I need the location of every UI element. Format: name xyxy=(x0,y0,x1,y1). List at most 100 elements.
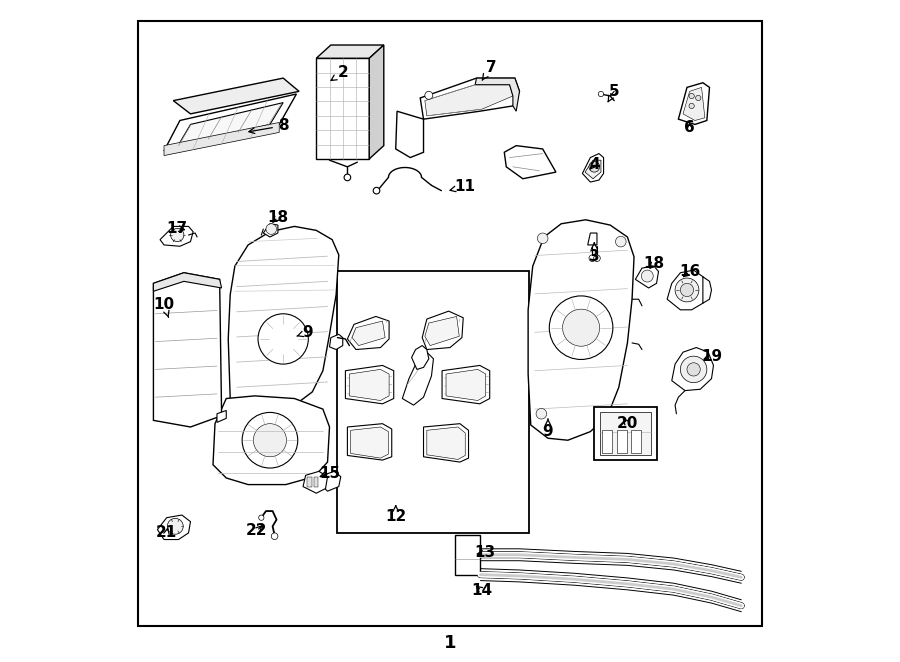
Polygon shape xyxy=(153,273,221,291)
Circle shape xyxy=(258,515,264,520)
Polygon shape xyxy=(424,424,469,462)
Bar xyxy=(616,430,626,453)
Polygon shape xyxy=(316,58,369,159)
Circle shape xyxy=(266,224,276,234)
Polygon shape xyxy=(316,45,383,58)
Text: 13: 13 xyxy=(474,545,495,560)
Polygon shape xyxy=(475,78,519,111)
Circle shape xyxy=(689,93,694,99)
Polygon shape xyxy=(351,427,389,458)
Polygon shape xyxy=(160,226,194,246)
Circle shape xyxy=(258,314,309,364)
Polygon shape xyxy=(229,226,338,409)
Circle shape xyxy=(594,255,600,261)
Polygon shape xyxy=(369,45,383,159)
Polygon shape xyxy=(164,122,279,156)
Text: 10: 10 xyxy=(154,297,175,318)
Bar xyxy=(338,271,529,533)
Polygon shape xyxy=(329,334,343,350)
Circle shape xyxy=(680,283,694,297)
Polygon shape xyxy=(635,266,659,288)
Polygon shape xyxy=(396,111,424,158)
Polygon shape xyxy=(679,83,709,124)
Polygon shape xyxy=(683,87,705,120)
Polygon shape xyxy=(352,321,385,346)
Bar xyxy=(594,407,657,460)
Circle shape xyxy=(598,91,604,97)
Bar xyxy=(632,430,642,453)
Circle shape xyxy=(675,278,699,302)
Circle shape xyxy=(536,408,546,419)
Circle shape xyxy=(171,228,184,242)
Polygon shape xyxy=(585,160,601,179)
Polygon shape xyxy=(667,270,706,310)
Circle shape xyxy=(589,255,596,261)
Circle shape xyxy=(589,162,599,172)
Polygon shape xyxy=(411,346,428,369)
Text: 5: 5 xyxy=(608,84,619,102)
Circle shape xyxy=(689,103,694,109)
Polygon shape xyxy=(153,273,221,427)
Text: 20: 20 xyxy=(616,416,638,431)
Polygon shape xyxy=(217,410,226,422)
Circle shape xyxy=(425,91,433,99)
Circle shape xyxy=(242,412,298,468)
Circle shape xyxy=(537,233,548,244)
Polygon shape xyxy=(264,224,278,237)
Circle shape xyxy=(344,174,351,181)
Polygon shape xyxy=(158,515,191,540)
Text: 17: 17 xyxy=(166,221,188,236)
Circle shape xyxy=(549,296,613,359)
Text: 4: 4 xyxy=(589,157,599,171)
Polygon shape xyxy=(528,220,634,440)
Text: 8: 8 xyxy=(249,118,289,134)
Bar xyxy=(313,477,319,487)
Text: 1: 1 xyxy=(444,634,456,653)
Text: 19: 19 xyxy=(701,349,722,363)
Circle shape xyxy=(167,518,184,534)
Polygon shape xyxy=(446,369,486,401)
Polygon shape xyxy=(303,471,328,493)
Circle shape xyxy=(616,236,626,247)
Polygon shape xyxy=(346,365,393,404)
Polygon shape xyxy=(422,311,464,350)
Text: 3: 3 xyxy=(589,243,599,264)
Polygon shape xyxy=(425,316,459,346)
Bar xyxy=(455,535,481,575)
Polygon shape xyxy=(442,365,490,404)
Circle shape xyxy=(562,309,599,346)
Circle shape xyxy=(271,533,278,540)
Circle shape xyxy=(687,363,700,376)
Bar xyxy=(602,430,612,453)
Circle shape xyxy=(680,356,706,383)
Circle shape xyxy=(614,406,624,417)
Text: 11: 11 xyxy=(450,179,475,194)
Polygon shape xyxy=(174,78,299,114)
Polygon shape xyxy=(177,103,284,147)
Text: 9: 9 xyxy=(297,325,313,340)
Text: 16: 16 xyxy=(679,264,700,279)
Circle shape xyxy=(642,270,653,282)
Polygon shape xyxy=(582,154,604,182)
Text: 18: 18 xyxy=(644,256,664,271)
Bar xyxy=(307,477,311,487)
Circle shape xyxy=(374,187,380,194)
Circle shape xyxy=(696,95,701,101)
Text: 7: 7 xyxy=(482,60,497,80)
Text: 6: 6 xyxy=(684,120,695,134)
Text: 14: 14 xyxy=(472,583,492,598)
Polygon shape xyxy=(588,233,597,245)
Circle shape xyxy=(254,424,286,457)
Text: 21: 21 xyxy=(156,526,177,540)
Bar xyxy=(599,412,652,455)
Text: 2: 2 xyxy=(331,66,348,81)
Polygon shape xyxy=(420,78,519,119)
Polygon shape xyxy=(164,94,296,151)
Text: 9: 9 xyxy=(543,418,553,439)
Polygon shape xyxy=(425,85,513,116)
Polygon shape xyxy=(347,316,389,350)
Polygon shape xyxy=(347,424,392,460)
Text: 15: 15 xyxy=(319,466,340,481)
Polygon shape xyxy=(349,369,389,401)
Polygon shape xyxy=(213,396,329,485)
